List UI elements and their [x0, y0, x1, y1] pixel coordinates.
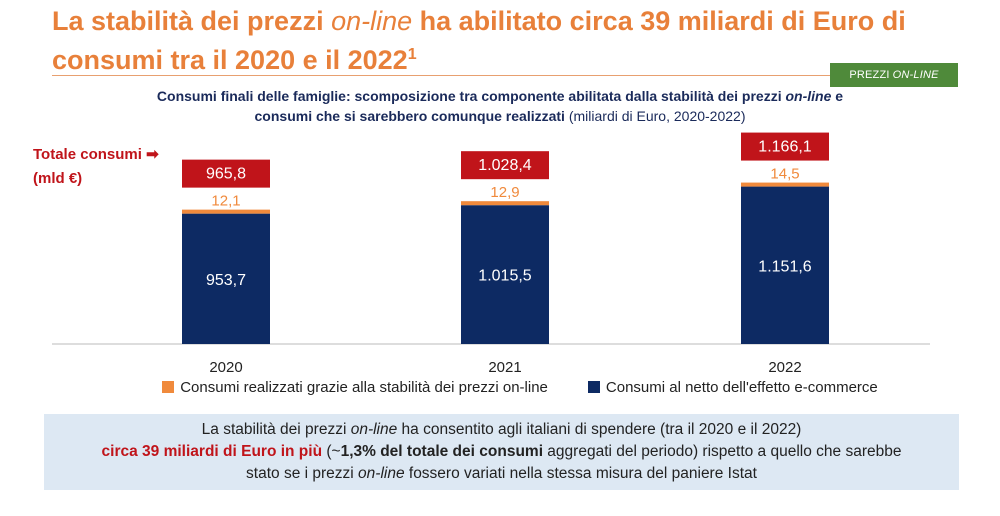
tag-italic: ON-LINE — [892, 69, 939, 81]
legend-swatch — [587, 381, 600, 393]
callout-line-2: circa 39 miliardi di Euro in più (~1,3% … — [44, 441, 959, 463]
legend-label: Consumi realizzati grazie alla stabilità… — [180, 378, 548, 396]
callout-text: fossero variati nella stessa misura del … — [404, 465, 757, 482]
totals-label-line1: Totale consumi ➡ — [33, 146, 159, 163]
callout-line-3: stato se i prezzi on-line fossero variat… — [44, 463, 959, 485]
bar-increment-2021 — [461, 201, 549, 206]
page-title: La stabilità dei prezzi on-line ha abili… — [52, 4, 932, 77]
callout-line-1: La stabilità dei prezzi on-line ha conse… — [44, 419, 959, 441]
legend-item: Consumi realizzati grazie alla stabilità… — [162, 376, 548, 398]
x-tick-label-2022: 2022 — [768, 359, 801, 375]
total-box-2020 — [182, 159, 270, 188]
chart-title-bold: Consumi finali delle famiglie: scomposiz… — [156, 88, 786, 104]
bar-base-label-2022: 1.151,6 — [758, 258, 811, 275]
total-box-2021 — [461, 151, 549, 180]
total-label-2021: 1.028,4 — [478, 157, 531, 174]
bar-base-label-2021: 1.015,5 — [478, 268, 531, 285]
bar-base-2021 — [461, 205, 549, 344]
callout-text: ha consentito agli italiani di spendere … — [397, 421, 802, 438]
title-divider — [52, 75, 910, 76]
chart-title-italic: on-line — [785, 88, 832, 104]
title-text-end: ha abilitato circa 39 miliardi di Euro d… — [52, 6, 906, 75]
bar-base-2022 — [741, 186, 829, 344]
bar-base-2020 — [182, 213, 270, 344]
legend-label: Consumi al netto dell'effetto e-commerce — [605, 378, 878, 396]
total-label-2020: 965,8 — [206, 166, 246, 183]
x-tick-label-2020: 2020 — [209, 359, 242, 375]
callout-text: aggregati del periodo) rispetto a quello… — [543, 443, 902, 460]
title-text: La stabilità dei prezzi — [52, 6, 332, 36]
totals-label: Totale consumi ➡ (mld €) — [33, 143, 159, 191]
callout-text: (~ — [322, 443, 341, 460]
bar-increment-label-2022: 14,5 — [770, 166, 799, 183]
chart-title-bold-end: e consumi che si sarebbero comunque real… — [254, 88, 844, 124]
total-box-2022 — [741, 132, 829, 161]
callout-highlight: circa 39 miliardi di Euro in più — [101, 443, 323, 460]
callout-text: La stabilità dei prezzi — [201, 421, 351, 438]
bar-increment-label-2020: 12,1 — [211, 193, 240, 210]
callout-bold: 1,3% del totale dei consumi — [340, 443, 543, 460]
title-italic: on-line — [331, 6, 413, 36]
x-tick-label-2021: 2021 — [488, 359, 521, 375]
bar-increment-2022 — [741, 182, 829, 187]
section-tag: PREZZI ON-LINE — [830, 63, 958, 87]
callout-text: stato se i prezzi — [246, 465, 359, 482]
total-label-2022: 1.166,1 — [758, 139, 811, 156]
totals-label-line2: (mld €) — [33, 170, 83, 187]
summary-callout: La stabilità dei prezzi on-line ha conse… — [44, 414, 959, 490]
tag-text: PREZZI — [849, 69, 890, 81]
chart-title-units: (miliardi di Euro, 2020-2022) — [564, 108, 746, 124]
legend-swatch — [162, 381, 175, 393]
title-footnote: 1 — [407, 46, 417, 63]
chart-title: Consumi finali delle famiglie: scomposiz… — [150, 86, 850, 126]
chart-legend: Consumi realizzati grazie alla stabilità… — [110, 376, 930, 398]
callout-italic: on-line — [358, 465, 405, 482]
stacked-bar-chart: 953,7 12,1 965,8 2020 1.015,5 12,9 1.028,4 2021… — [52, 132, 930, 375]
bar-increment-label-2021: 12,9 — [490, 184, 519, 201]
callout-italic: on-line — [350, 421, 398, 438]
legend-item: Consumi al netto dell'effetto e-commerce — [587, 376, 878, 398]
bar-increment-2020 — [182, 209, 270, 214]
bar-base-label-2020: 953,7 — [206, 272, 246, 289]
